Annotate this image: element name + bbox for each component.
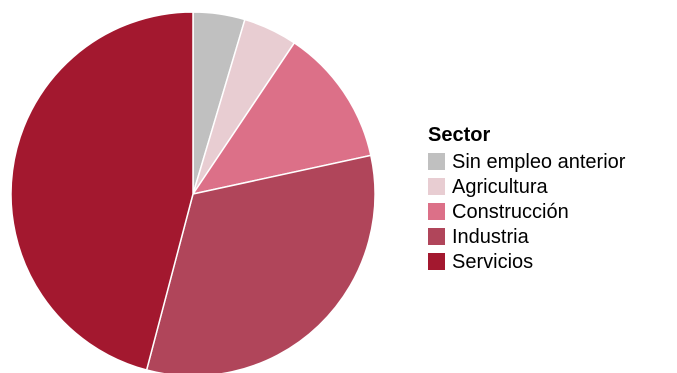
legend-swatch-3 — [428, 228, 445, 245]
pie-slice-4 — [10, 11, 194, 371]
legend-label-2: Construcción — [452, 201, 569, 223]
legend-items: Sin empleo anterior Agricultura Construcci… — [428, 151, 626, 273]
legend-label-3: Industria — [452, 226, 530, 248]
legend-title: Sector — [428, 124, 490, 146]
pie-slices — [10, 11, 376, 373]
legend-swatch-1 — [428, 178, 445, 195]
pie-slice-3 — [145, 154, 376, 373]
legend: Sector Sin empleo anterior Agricultura Con… — [428, 124, 626, 273]
legend-label-4: Servicios — [452, 251, 533, 273]
legend-swatch-2 — [428, 203, 445, 220]
legend-swatch-0 — [428, 153, 445, 170]
legend-label-1: Agricultura — [452, 176, 548, 198]
legend-label-0: Sin empleo anterior — [452, 151, 626, 173]
legend-swatch-4 — [428, 253, 445, 270]
pie-slice-2 — [191, 41, 372, 196]
